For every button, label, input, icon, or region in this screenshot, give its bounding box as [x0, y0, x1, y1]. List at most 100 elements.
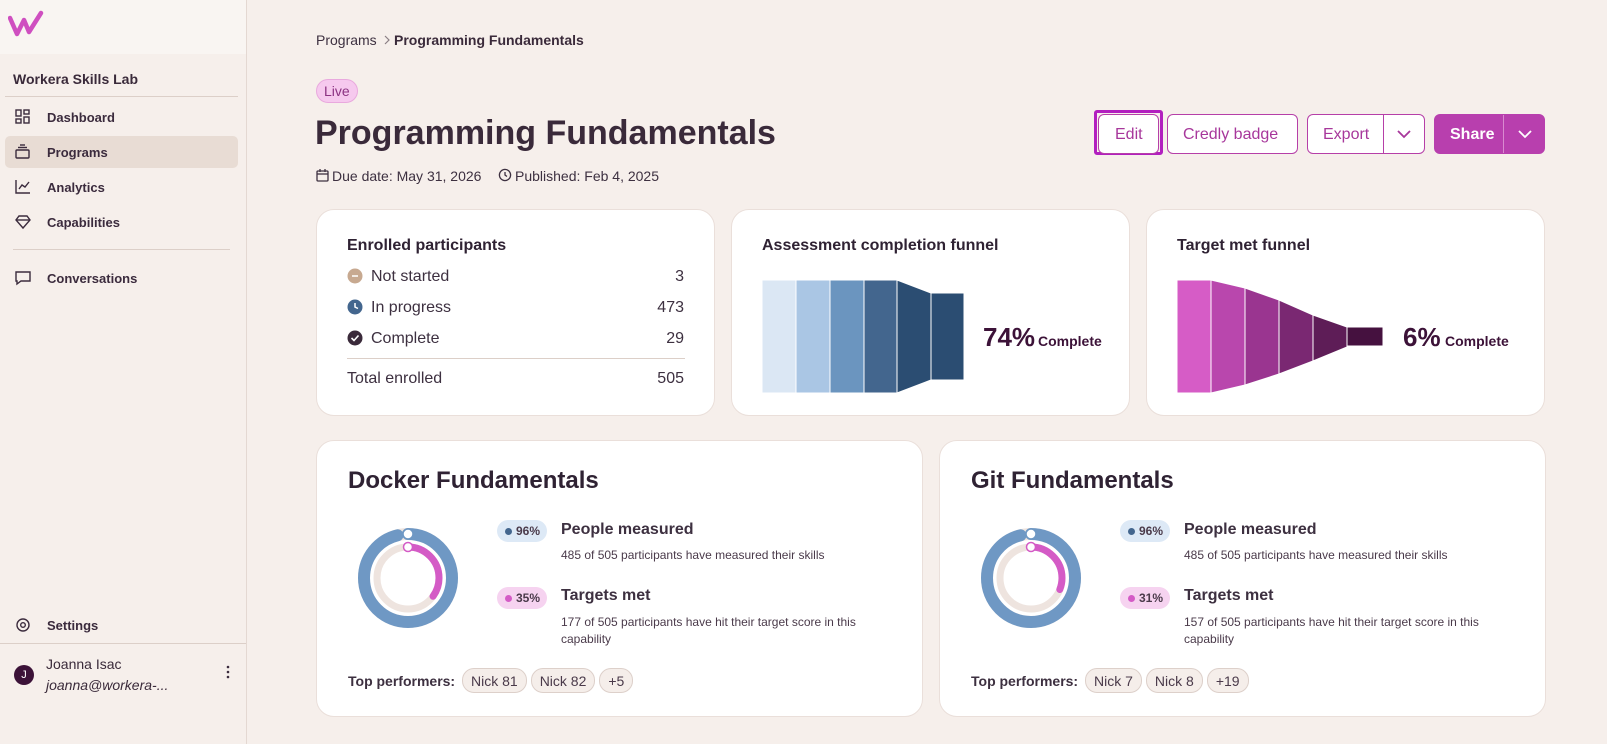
pill-dot [1128, 528, 1135, 535]
funnel-percent: 6% [1403, 322, 1441, 352]
page-title: Programming Fundamentals [315, 114, 776, 152]
stat-title: People measured [561, 521, 694, 538]
nav-label: Dashboard [47, 110, 115, 125]
arc-marker [402, 528, 414, 540]
funnel [762, 279, 965, 394]
funnel-card: Assessment completion funnel 74% Complet… [731, 209, 1130, 416]
arc-marker [1025, 541, 1037, 553]
org-name: Workera Skills Lab [13, 71, 139, 87]
nav-label: Programs [47, 145, 108, 160]
breadcrumb-separator [384, 35, 390, 45]
funnel-suffix: Complete [1445, 333, 1509, 349]
card-title: Enrolled participants [347, 237, 507, 254]
breadcrumb-current: Programming Fundamentals [394, 32, 584, 48]
pill-label: 96% [1139, 524, 1164, 538]
settings[interactable]: Settings [5, 609, 238, 641]
sidebar: Workera Skills Lab Dashboard Programs An… [0, 0, 247, 744]
breadcrumb-link[interactable]: Programs [316, 32, 377, 48]
stat-title: Targets met [1184, 587, 1274, 604]
card-title: Target met funnel [1177, 237, 1311, 254]
divider [1383, 115, 1384, 153]
nav-item[interactable]: Conversations [5, 262, 238, 294]
pill-label: 31% [1139, 591, 1164, 605]
more-menu[interactable] [224, 664, 232, 680]
arc-marker [402, 541, 414, 553]
percent-pill: 31% [1120, 587, 1171, 609]
divider [347, 358, 685, 359]
row-label: In progress [371, 299, 452, 316]
percent-pill: 35% [497, 587, 548, 609]
funnel-percent: 74% [983, 322, 1036, 352]
performer-chip[interactable]: Nick 8 [1145, 668, 1203, 693]
stat-text: 177 of 505 participants have hit their t… [561, 615, 856, 646]
capability-title: Git Fundamentals [971, 467, 1174, 494]
nav-label: Conversations [47, 271, 138, 286]
button-label: Share [1450, 126, 1495, 143]
row-label: Complete [371, 330, 440, 347]
capability-card: Docker Fundamentals 96% People measured 485… [316, 440, 923, 717]
sidebar-header [0, 0, 246, 54]
calendar-icon [316, 169, 329, 182]
divider [5, 96, 238, 97]
funnel [1177, 279, 1384, 394]
performer-chip[interactable]: Nick 82 [530, 668, 596, 693]
percent-pill: 96% [497, 520, 548, 542]
performer-chip[interactable]: +5 [599, 668, 634, 693]
nav-item[interactable]: Programs [5, 136, 238, 168]
pill-label: 35% [516, 591, 541, 605]
stat-text: 485 of 505 participants have measured th… [1184, 548, 1448, 562]
stat-title: Targets met [561, 587, 651, 604]
published-date: Published: Feb 4, 2025 [515, 168, 659, 184]
capability-title: Docker Fundamentals [348, 467, 599, 494]
user-name: Joanna Isac [46, 656, 122, 672]
stat-text: 157 of 505 participants have hit their t… [1184, 615, 1479, 646]
credly-button[interactable]: Credly badge [1167, 114, 1298, 154]
divider [1503, 115, 1504, 153]
row-label: Not started [371, 268, 450, 285]
funnel-card: Target met funnel 6% Complete [1146, 209, 1545, 416]
row-value: 29 [666, 330, 684, 347]
divider [0, 643, 246, 644]
nav-label: Analytics [47, 180, 105, 195]
total-value: 505 [657, 370, 684, 387]
row-value: 473 [657, 299, 684, 316]
avatar[interactable]: J [14, 665, 34, 685]
clock-icon [498, 168, 512, 182]
pill-label: 96% [516, 524, 541, 538]
arc-marker [1025, 528, 1037, 540]
pill-dot [1128, 595, 1135, 602]
button-label: Export [1323, 126, 1370, 143]
row-value: 3 [675, 268, 684, 285]
status-icon [347, 299, 363, 315]
performers-label: Top performers: [971, 673, 1079, 689]
share-button[interactable]: Share [1434, 114, 1545, 154]
nav-item[interactable]: Analytics [5, 171, 238, 203]
logo[interactable] [8, 10, 44, 38]
divider [13, 249, 230, 250]
pill-dot [505, 528, 512, 535]
total-label: Total enrolled [347, 370, 443, 387]
capability-card: Git Fundamentals 96% People measured 485 of… [939, 440, 1546, 717]
chevron[interactable] [1517, 127, 1533, 141]
nav-label: Capabilities [47, 215, 120, 230]
enrolled-card: Enrolled participants Not started 3 In p… [316, 209, 715, 416]
performer-chip[interactable]: Nick 81 [462, 668, 527, 693]
nav-item[interactable]: Capabilities [5, 206, 238, 238]
status-badge: Live [316, 79, 358, 103]
chevron[interactable] [1396, 127, 1412, 141]
stat-text: 485 of 505 participants have measured th… [561, 548, 825, 562]
edit-button[interactable]: Edit [1098, 114, 1159, 154]
donut-chart [358, 528, 458, 628]
nav-item[interactable]: Dashboard [5, 101, 238, 133]
card-title: Assessment completion funnel [762, 237, 999, 254]
status-icon [347, 330, 363, 346]
status-icon [347, 268, 363, 284]
export-button[interactable]: Export [1307, 114, 1425, 154]
performer-chip[interactable]: Nick 7 [1085, 668, 1142, 693]
user-email: joanna@workera-... [46, 677, 169, 693]
percent-pill: 96% [1120, 520, 1171, 542]
stat-title: People measured [1184, 521, 1317, 538]
performer-chip[interactable]: +19 [1206, 668, 1249, 693]
funnel-suffix: Complete [1038, 333, 1102, 349]
